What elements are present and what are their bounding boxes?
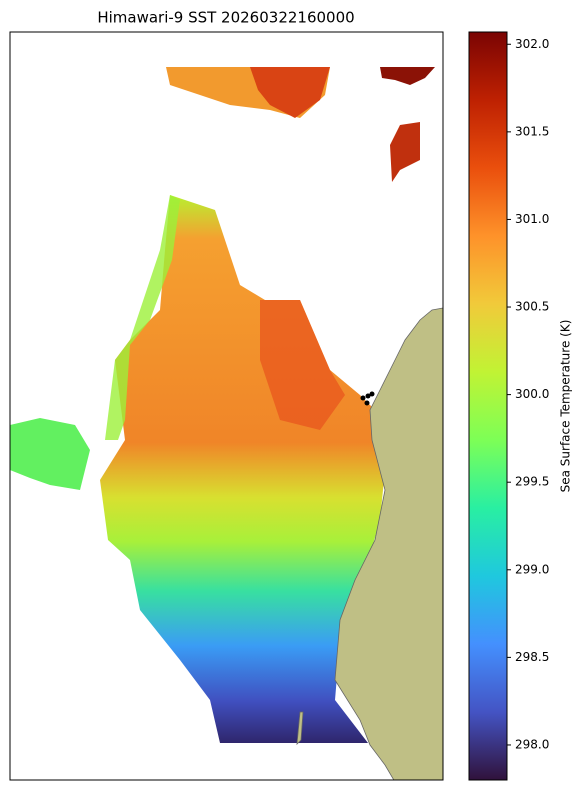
colorbar-tick-label: 301.5	[515, 124, 549, 138]
sst-top-red	[250, 67, 330, 118]
colorbar-tick-label: 299.5	[515, 475, 549, 489]
colorbar	[468, 31, 508, 781]
marker	[369, 391, 375, 397]
marker	[364, 400, 370, 406]
colorbar-tick-label: 301.0	[515, 212, 549, 226]
colorbar-tick-label: 298.5	[515, 650, 549, 664]
sst-top-right	[380, 67, 435, 85]
colorbar-tick-label: 300.0	[515, 387, 549, 401]
colorbar-tick-label: 299.0	[515, 562, 549, 576]
map-frame	[9, 31, 444, 781]
sst-field	[100, 195, 385, 743]
sst-right-patch	[390, 122, 420, 182]
colorbar-label: Sea Surface Temperature (K)	[559, 320, 573, 493]
colorbar-tick-label: 298.0	[515, 737, 549, 751]
island	[296, 711, 304, 746]
map	[10, 67, 443, 780]
land	[334, 307, 443, 780]
sst-warm-patch	[260, 300, 345, 430]
chart-title: Himawari-9 SST 20260322160000	[97, 9, 354, 27]
colorbar-tick-label: 302.0	[515, 37, 549, 51]
marker	[365, 393, 371, 399]
sst-left-patch	[10, 418, 90, 490]
colorbar-tick-label: 300.5	[515, 300, 549, 314]
marker	[360, 395, 366, 401]
sst-edge	[105, 195, 180, 440]
